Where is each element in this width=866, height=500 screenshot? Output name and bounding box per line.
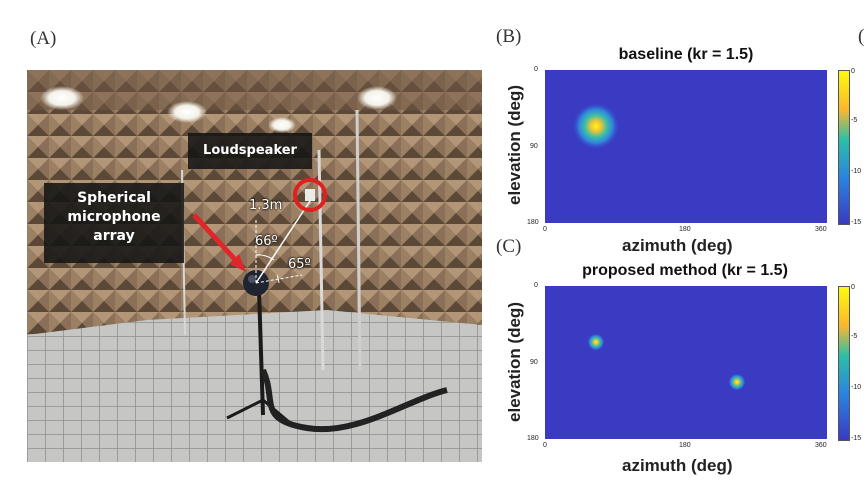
chart-b-ytick-0: 0 — [534, 66, 538, 73]
chart-c-cbar-tick-5: -5 — [851, 333, 858, 340]
chart-b-cbar-tick-5: -5 — [851, 117, 858, 124]
elevation-angle-label: 66º — [255, 234, 278, 249]
chart-c-xtick-360: 360 — [815, 442, 827, 449]
microphone-stand — [257, 289, 265, 416]
lamp-4 — [357, 86, 397, 110]
chart-b-ylabel: elevation (deg) — [505, 85, 524, 205]
panel-label-d-partial: ( — [858, 26, 865, 47]
loudspeaker-callout: Loudspeaker — [188, 133, 312, 169]
heatmap-peak-1 — [586, 333, 605, 352]
chart-c-ytick-0: 0 — [534, 282, 538, 289]
arrow-to-array — [192, 213, 243, 268]
lamp-3 — [268, 117, 296, 133]
lamp-1 — [40, 86, 84, 110]
chart-c-xtick-0: 0 — [543, 442, 547, 449]
chart-b-colorbar — [838, 70, 850, 225]
callout-line-1: Spherical — [77, 190, 151, 206]
chart-c-plot — [586, 333, 746, 392]
chart-b-ytick-180: 180 — [527, 219, 539, 226]
anechoic-chamber-photo: Loudspeaker Spherical microphone array 1… — [27, 70, 482, 462]
microphone-array-callout: Spherical microphone array — [44, 183, 184, 263]
panel-label-a: (A) — [30, 28, 57, 49]
heatmap-peak-2 — [727, 373, 746, 392]
chart-c-ytick-180: 180 — [527, 435, 539, 442]
callout-line-3: array — [93, 228, 135, 244]
chart-c-cbar-tick-0: 0 — [851, 284, 855, 291]
loudspeaker-marker — [293, 178, 327, 212]
chart-b-cbar-tick-15: -15 — [851, 219, 862, 226]
chart-b-title: baseline (kr = 1.5) — [618, 46, 754, 63]
panel-label-b: (B) — [496, 26, 522, 47]
chart-c-xtick-180: 180 — [679, 442, 691, 449]
chart-b-xtick-360: 360 — [815, 226, 827, 233]
chart-c-ylabel: elevation (deg) — [505, 302, 524, 422]
distance-label: 1.3m — [249, 198, 283, 213]
loudspeaker — [305, 189, 315, 201]
chart-b-cbar-tick-0: 0 — [851, 68, 855, 75]
chart-b-xlabel: azimuth (deg) — [622, 236, 733, 255]
distance-line — [255, 197, 313, 284]
cable — [260, 368, 448, 433]
chart-c-heatmap — [545, 286, 827, 439]
lamp-2 — [167, 101, 207, 123]
chart-b-cbar-tick-10: -10 — [851, 168, 862, 175]
chart-b-heatmap — [545, 70, 827, 223]
chart-c-cbar-tick-10: -10 — [851, 384, 862, 391]
chart-c-ytick-90: 90 — [530, 359, 538, 366]
chart-b-ytick-90: 90 — [530, 143, 538, 150]
chart-c-colorbar — [838, 286, 850, 441]
callout-line-2: microphone — [67, 209, 161, 225]
chart-c-title: proposed method (kr = 1.5) — [582, 262, 788, 279]
chamber-illustration — [27, 70, 482, 462]
chart-c-xlabel: azimuth (deg) — [622, 456, 733, 475]
heatmap-peak-1 — [571, 102, 620, 151]
chart-b-plot — [571, 102, 620, 151]
chart-b-xtick-180: 180 — [679, 226, 691, 233]
panel-label-c: (C) — [496, 236, 522, 257]
chart-b-xtick-0: 0 — [543, 226, 547, 233]
chart-c-cbar-tick-15: -15 — [851, 435, 862, 442]
azimuth-angle-label: 65º — [288, 257, 311, 272]
